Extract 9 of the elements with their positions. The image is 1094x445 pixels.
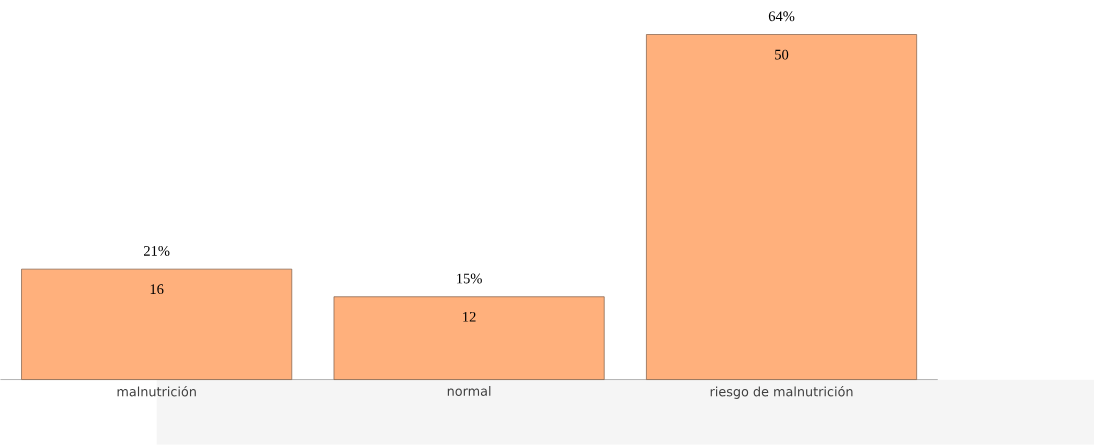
data-label: 50 xyxy=(775,49,789,60)
x-tick-label: riesgo de malnutrición xyxy=(710,386,853,400)
data-label: 16 xyxy=(150,284,164,295)
x-tick-label: normal xyxy=(447,386,491,397)
data-label: 12 xyxy=(463,312,476,322)
annotation: 15% xyxy=(457,273,482,284)
annotation: 64% xyxy=(768,11,795,22)
x-tick-label: malnutrición xyxy=(117,386,196,397)
annotation: 21% xyxy=(144,246,170,256)
